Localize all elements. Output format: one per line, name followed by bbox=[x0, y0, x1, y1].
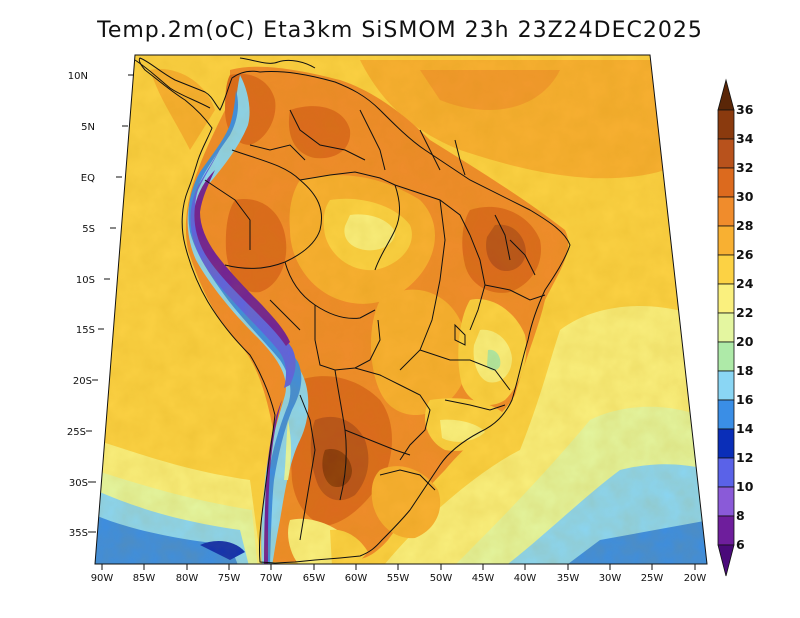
lat-label-35s: 35S bbox=[69, 528, 88, 539]
country-borders bbox=[134, 57, 571, 564]
colorbar-segment bbox=[717, 254, 735, 285]
colorbar-segment bbox=[717, 312, 735, 343]
colorbar: 36 34 32 30 28 26 24 22 20 18 16 14 12 1… bbox=[717, 78, 754, 577]
colorbar-label-6: 6 bbox=[736, 537, 745, 552]
colorbar-segment bbox=[717, 283, 735, 314]
colorbar-label-8: 8 bbox=[736, 508, 745, 523]
colorbar-segment bbox=[717, 428, 735, 459]
colorbar-label-14: 14 bbox=[736, 421, 754, 436]
colorbar-segment bbox=[717, 341, 735, 372]
lon-label-30w: 30W bbox=[599, 573, 622, 584]
colorbar-label-30: 30 bbox=[736, 189, 754, 204]
colorbar-label-18: 18 bbox=[736, 363, 753, 378]
colorbar-label-28: 28 bbox=[736, 218, 753, 233]
colorbar-label-36: 36 bbox=[736, 102, 754, 117]
colorbar-segment bbox=[717, 78, 735, 111]
map-title: Temp.2m(oC) Eta3km SiSMOM 23h 23Z24DEC20… bbox=[97, 18, 703, 43]
lon-label-75w: 75W bbox=[218, 573, 241, 584]
latitude-labels: 10N 5N EQ 5S 10S 15S 20S 25S 30S 35S bbox=[67, 71, 95, 539]
colorbar-label-26: 26 bbox=[736, 247, 754, 262]
lon-label-25w: 25W bbox=[641, 573, 664, 584]
lat-label-10s: 10S bbox=[76, 275, 95, 286]
colorbar-label-20: 20 bbox=[736, 334, 754, 349]
lat-label-5s: 5S bbox=[82, 224, 95, 235]
lon-label-40w: 40W bbox=[514, 573, 537, 584]
colorbar-segments bbox=[717, 78, 735, 577]
colorbar-segment bbox=[717, 138, 735, 169]
lat-label-5n: 5N bbox=[81, 122, 95, 133]
colorbar-label-24: 24 bbox=[736, 276, 754, 291]
lon-label-90w: 90W bbox=[91, 573, 114, 584]
colorbar-segment bbox=[717, 399, 735, 430]
colorbar-segment bbox=[717, 457, 735, 488]
colorbar-label-12: 12 bbox=[736, 450, 753, 465]
colorbar-segment bbox=[717, 225, 735, 256]
lat-label-eq: EQ bbox=[81, 173, 95, 184]
map-frame bbox=[94, 54, 708, 565]
longitude-axis bbox=[101, 564, 696, 570]
lat-label-10n: 10N bbox=[68, 71, 88, 82]
latitude-axis bbox=[86, 74, 134, 533]
lon-label-60w: 60W bbox=[345, 573, 368, 584]
colorbar-label-16: 16 bbox=[736, 392, 754, 407]
lon-label-50w: 50W bbox=[430, 573, 453, 584]
longitude-labels: 90W 85W 80W 75W 70W 65W 60W 55W 50W 45W … bbox=[91, 573, 707, 584]
lon-label-80w: 80W bbox=[176, 573, 199, 584]
lat-label-15s: 15S bbox=[76, 325, 95, 336]
colorbar-labels: 36 34 32 30 28 26 24 22 20 18 16 14 12 1… bbox=[736, 102, 754, 552]
lat-label-25s: 25S bbox=[67, 427, 86, 438]
colorbar-segment bbox=[717, 515, 735, 546]
colorbar-segment bbox=[717, 196, 735, 227]
lon-label-35w: 35W bbox=[557, 573, 580, 584]
lon-label-65w: 65W bbox=[303, 573, 326, 584]
lat-label-30s: 30S bbox=[69, 478, 88, 489]
lat-label-20s: 20S bbox=[73, 376, 92, 387]
lon-label-55w: 55W bbox=[387, 573, 410, 584]
colorbar-label-22: 22 bbox=[736, 305, 753, 320]
colorbar-segment bbox=[717, 544, 735, 577]
colorbar-segment bbox=[717, 370, 735, 401]
lon-label-20w: 20W bbox=[684, 573, 707, 584]
lon-label-85w: 85W bbox=[133, 573, 156, 584]
lon-label-70w: 70W bbox=[260, 573, 283, 584]
colorbar-segment bbox=[717, 486, 735, 517]
lon-label-45w: 45W bbox=[472, 573, 495, 584]
colorbar-label-34: 34 bbox=[736, 131, 754, 146]
colorbar-segment bbox=[717, 167, 735, 198]
temperature-field bbox=[95, 55, 707, 564]
colorbar-label-10: 10 bbox=[736, 479, 754, 494]
colorbar-label-32: 32 bbox=[736, 160, 753, 175]
colorbar-segment bbox=[717, 109, 735, 140]
